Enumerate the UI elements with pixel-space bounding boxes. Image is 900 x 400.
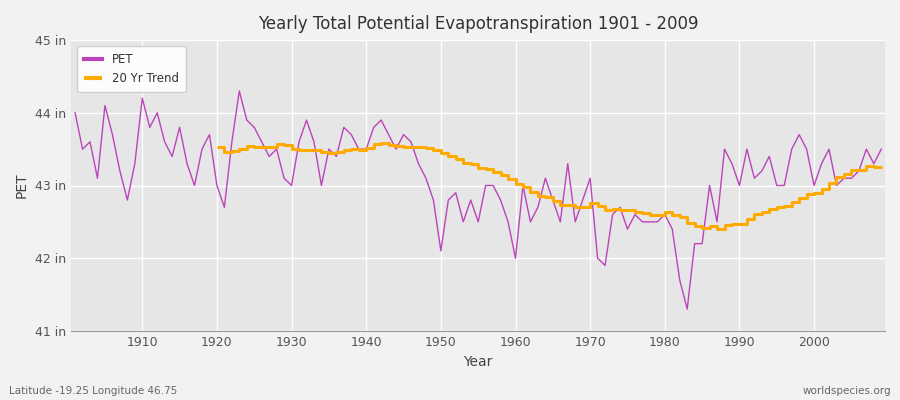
- PET: [876, 147, 886, 152]
- 20 Yr Trend: [719, 227, 730, 232]
- 20 Yr Trend: [331, 150, 342, 155]
- Text: Latitude -19.25 Longitude 46.75: Latitude -19.25 Longitude 46.75: [9, 386, 177, 396]
- PET: [234, 88, 245, 93]
- 20 Yr Trend: [712, 227, 723, 232]
- Text: worldspecies.org: worldspecies.org: [803, 386, 891, 396]
- PET: [682, 307, 693, 312]
- PET: [130, 161, 140, 166]
- Title: Yearly Total Potential Evapotranspiration 1901 - 2009: Yearly Total Potential Evapotranspiratio…: [258, 15, 698, 33]
- Y-axis label: PET: PET: [15, 173, 29, 198]
- 20 Yr Trend: [212, 144, 222, 149]
- PET: [510, 256, 521, 260]
- PET: [302, 118, 312, 122]
- Line: 20 Yr Trend: 20 Yr Trend: [217, 143, 881, 229]
- Legend: PET, 20 Yr Trend: PET, 20 Yr Trend: [77, 46, 185, 92]
- 20 Yr Trend: [510, 176, 521, 181]
- X-axis label: Year: Year: [464, 355, 493, 369]
- 20 Yr Trend: [375, 140, 386, 145]
- PET: [518, 183, 528, 188]
- 20 Yr Trend: [406, 144, 417, 149]
- 20 Yr Trend: [271, 144, 282, 149]
- 20 Yr Trend: [876, 164, 886, 168]
- 20 Yr Trend: [279, 142, 290, 146]
- PET: [608, 212, 618, 217]
- PET: [69, 110, 80, 115]
- PET: [346, 132, 356, 137]
- Line: PET: PET: [75, 91, 881, 309]
